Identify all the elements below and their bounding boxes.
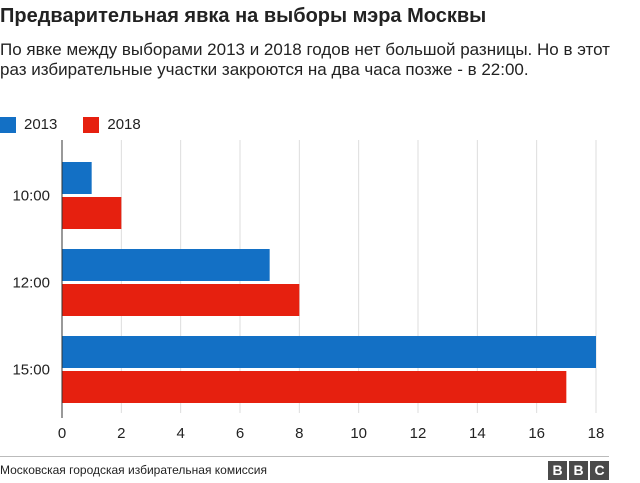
legend-item-2018: 2018 <box>83 116 141 133</box>
bar-2013-1200 <box>62 249 270 281</box>
bar-2018-1500 <box>62 371 567 403</box>
footer-divider <box>0 456 609 457</box>
bar-chart: 0 2 4 6 8 10 12 14 16 18 10:00 12:00 15:00 <box>12 140 605 442</box>
bbc-logo-letter: B <box>548 461 567 480</box>
x-tick-label: 10 <box>350 425 367 442</box>
bar-2018-1000 <box>62 197 122 229</box>
legend: 2013 2018 <box>0 116 167 133</box>
legend-swatch-2018 <box>83 116 100 133</box>
bar-2018-1200 <box>62 284 300 316</box>
legend-swatch-2013 <box>0 116 16 133</box>
category-label: 12:00 <box>12 275 50 292</box>
x-tick-label: 2 <box>117 425 125 442</box>
x-tick-label: 12 <box>410 425 427 442</box>
bbc-logo: B B C <box>546 461 609 480</box>
x-tick-label: 14 <box>469 425 486 442</box>
category-label: 10:00 <box>12 188 50 205</box>
source-note: Московская городская избирательная комис… <box>0 463 267 477</box>
category-label: 15:00 <box>12 362 50 379</box>
bar-2013-1000 <box>62 162 92 194</box>
legend-label-2018: 2018 <box>107 116 141 133</box>
x-tick-label: 18 <box>588 425 605 442</box>
legend-item-2013: 2013 <box>0 116 57 133</box>
x-tick-label: 16 <box>528 425 545 442</box>
x-tick-label: 0 <box>58 425 66 442</box>
bar-2013-1500 <box>62 336 596 368</box>
chart-subtitle: По явке между выборами 2013 и 2018 годов… <box>0 40 610 79</box>
bbc-logo-letter: C <box>590 461 609 480</box>
x-tick-label: 8 <box>295 425 303 442</box>
x-tick-label: 4 <box>176 425 184 442</box>
x-tick-label: 6 <box>236 425 244 442</box>
chart-title: Предварительная явка на выборы мэра Моск… <box>0 5 487 27</box>
legend-label-2013: 2013 <box>24 116 58 133</box>
bbc-logo-letter: B <box>569 461 588 480</box>
